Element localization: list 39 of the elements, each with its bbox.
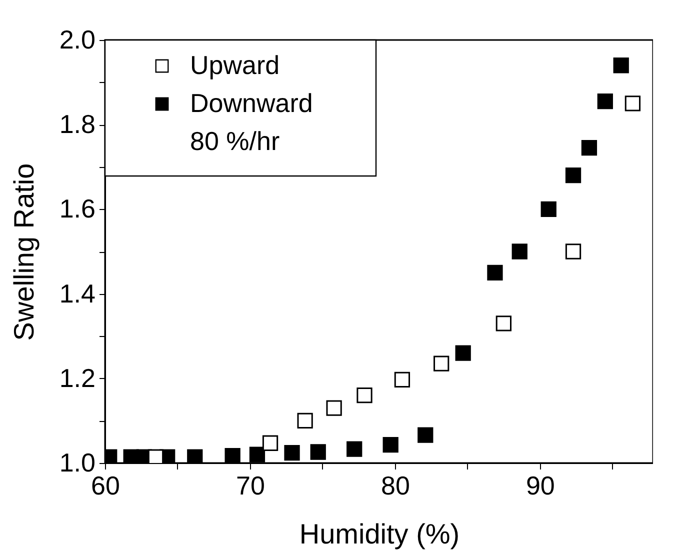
- x-axis-title: Humidity (%): [299, 518, 460, 550]
- point: [565, 168, 582, 184]
- x-tick-label: 70: [236, 470, 265, 500]
- y-tick-label: 1.6: [59, 194, 96, 224]
- x-tick-label: 90: [526, 470, 555, 500]
- point: [187, 449, 203, 463]
- point: [148, 449, 164, 463]
- point: [565, 244, 582, 260]
- legend-label: Downward: [190, 88, 313, 118]
- point: [455, 345, 471, 361]
- point: [382, 436, 398, 453]
- point: [249, 446, 266, 462]
- point: [224, 448, 240, 463]
- point: [597, 94, 613, 110]
- point: [284, 445, 300, 461]
- point: [326, 400, 342, 416]
- point: [540, 201, 556, 218]
- annotation: 80 %/hr: [190, 126, 280, 156]
- y-tick-label: 1.8: [59, 109, 96, 140]
- point: [297, 412, 313, 429]
- point: [624, 96, 641, 112]
- y-tick-label: 2.0: [59, 24, 96, 54]
- y-tick-label: 1.2: [59, 362, 96, 393]
- point: [512, 244, 528, 260]
- point: [346, 441, 362, 457]
- point: [613, 58, 629, 74]
- y-tick-label: 1.4: [59, 278, 96, 308]
- x-tick-label: 80: [380, 470, 410, 500]
- point: [496, 316, 512, 332]
- point: [310, 444, 326, 460]
- point: [262, 435, 278, 451]
- point: [581, 140, 598, 156]
- point: [394, 372, 410, 388]
- point: [434, 356, 450, 372]
- point: [418, 427, 434, 443]
- point: [487, 264, 503, 280]
- y-axis-title: Swelling Ratio: [8, 163, 40, 341]
- legend-label: Upward: [190, 50, 280, 80]
- point: [356, 388, 372, 404]
